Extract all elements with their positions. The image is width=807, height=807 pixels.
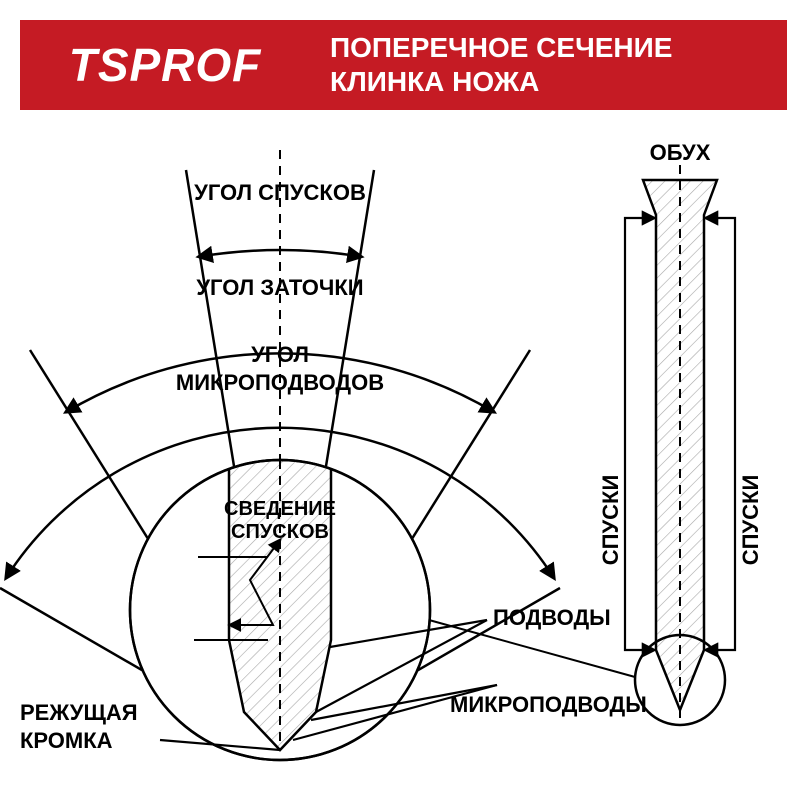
lbl-ugol-zatochki: УГОЛ ЗАТОЧКИ [196, 275, 363, 300]
lbl-spuski-left: СПУСКИ [598, 475, 623, 566]
lbl-spuski-right: СПУСКИ [738, 475, 763, 566]
lbl-svedenie-2: СПУСКОВ [231, 521, 329, 543]
header-bar: TSPROF ПОПЕРЕЧНОЕ СЕЧЕНИЕ КЛИНКА НОЖА [20, 20, 787, 110]
lbl-obukh: ОБУХ [650, 140, 711, 165]
lbl-ugol-mikro-2: МИКРОПОДВОДОВ [176, 370, 384, 395]
title-line2: КЛИНКА НОЖА [330, 65, 787, 99]
lbl-rezh-2: КРОМКА [20, 728, 113, 753]
diagram-canvas: УГОЛ СПУСКОВ УГОЛ ЗАТОЧКИ УГОЛ МИКРОПОДВ… [0, 120, 807, 807]
lbl-rezh-1: РЕЖУЩАЯ [20, 700, 138, 725]
lbl-ugol-mikro-1: УГОЛ [251, 342, 309, 367]
title: ПОПЕРЕЧНОЕ СЕЧЕНИЕ КЛИНКА НОЖА [310, 20, 787, 110]
lbl-mikropodvody: МИКРОПОДВОДЫ [450, 692, 647, 717]
lbl-svedenie-1: СВЕДЕНИЕ [224, 498, 336, 520]
logo: TSPROF [20, 20, 310, 110]
title-line1: ПОПЕРЕЧНОЕ СЕЧЕНИЕ [330, 31, 787, 65]
lbl-podvody: ПОДВОДЫ [493, 605, 611, 630]
side-view: СПУСКИ СПУСКИ ОБУХ [598, 140, 763, 725]
lbl-ugol-spuskov: УГОЛ СПУСКОВ [194, 180, 366, 205]
